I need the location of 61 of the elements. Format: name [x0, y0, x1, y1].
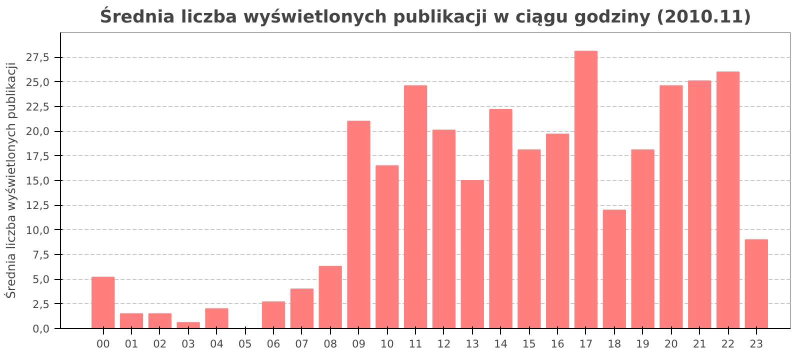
y-axis-title: Średnia liczba wyświetlonych publikacji	[2, 62, 18, 299]
x-tick-label: 23	[750, 338, 764, 350]
bar	[489, 108, 512, 328]
y-tick-label: 22,5	[26, 100, 50, 114]
y-tick-label: 20,0	[26, 125, 50, 138]
bar	[546, 134, 570, 328]
bar	[404, 85, 428, 328]
x-tick-label: 09	[352, 338, 366, 350]
y-tick-label: 5,0	[32, 273, 50, 286]
y-tick-label: 10,0	[26, 224, 50, 237]
x-tick-label: 16	[550, 338, 565, 350]
x-tick-label: 17	[579, 338, 593, 350]
x-tick-label: 20	[664, 338, 678, 350]
bar	[518, 149, 541, 328]
x-tick-label: 10	[380, 338, 394, 350]
x-tick-label: 21	[692, 338, 706, 350]
bar	[376, 165, 399, 328]
x-tick-label: 15	[522, 338, 536, 350]
x-tick-label: 04	[210, 338, 224, 350]
y-tick-label: 15,0	[26, 174, 50, 188]
y-tick-label: 0,0	[32, 322, 50, 336]
bar	[176, 322, 200, 328]
bar	[262, 301, 286, 328]
x-tick-label: 22	[721, 338, 735, 350]
x-tick-label: 08	[324, 338, 338, 350]
x-tick-label: 02	[153, 338, 167, 350]
bar	[631, 149, 654, 328]
bar	[318, 266, 342, 328]
bar	[574, 50, 598, 328]
x-tick-label: 14	[494, 338, 508, 350]
x-tick-label: 00	[96, 338, 110, 350]
bar	[120, 313, 144, 328]
x-tick-label: 11	[408, 338, 422, 350]
y-tick-label: 25,0	[26, 76, 50, 89]
bar	[347, 120, 370, 328]
bar	[660, 85, 683, 328]
x-tick-label: 07	[295, 338, 309, 350]
chart-title: Średnia liczba wyświetlonych publikacji w ciągu godziny (2010.11)	[100, 6, 752, 28]
bar	[205, 308, 228, 328]
y-tick-label: 12,5	[26, 199, 50, 212]
x-tick-label: 18	[608, 338, 622, 350]
x-tick-label: 06	[266, 338, 281, 350]
y-tick-label: 7,5	[32, 248, 50, 262]
y-tick-label: 17,5	[26, 150, 50, 163]
bar	[716, 71, 740, 328]
x-tick-label: 05	[238, 338, 252, 350]
bar	[744, 239, 768, 328]
bar	[92, 276, 115, 328]
bar	[688, 80, 712, 328]
x-tick-label: 12	[437, 338, 451, 350]
x-tick-label: 13	[466, 338, 480, 350]
x-tick-label: 01	[124, 338, 138, 350]
bar	[602, 210, 626, 328]
bar	[290, 288, 314, 328]
y-tick-label: 27,5	[26, 51, 50, 64]
x-tick-label: 19	[636, 338, 650, 350]
bar	[432, 130, 456, 328]
x-tick-label: 03	[182, 338, 196, 350]
bar	[460, 180, 484, 328]
bar	[148, 313, 172, 328]
y-tick-label: 2,5	[32, 298, 50, 311]
